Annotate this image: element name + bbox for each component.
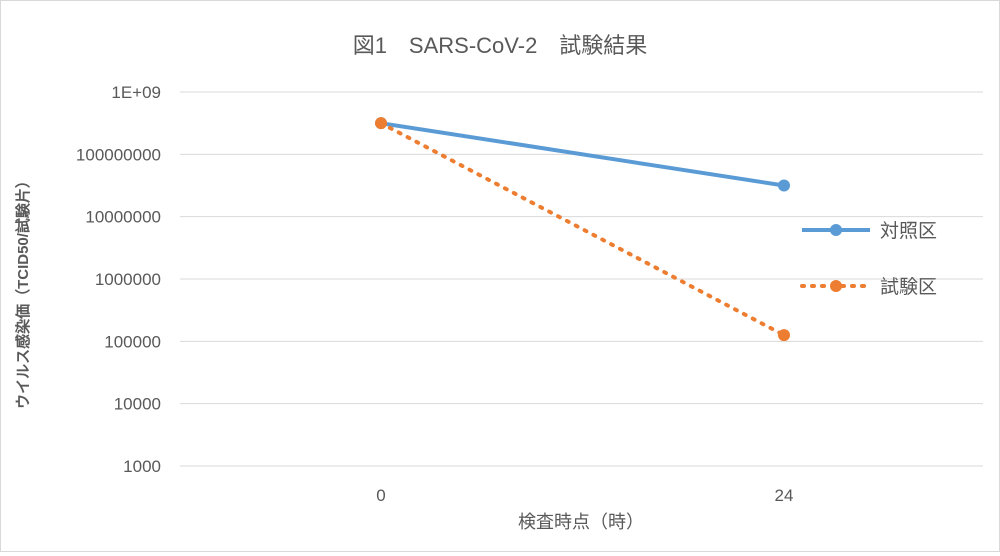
y-tick-label: 1000000	[95, 270, 161, 289]
chart-title: 図1 SARS-CoV-2 試験結果	[353, 33, 648, 58]
y-axis-title: ウイルス感染価（TCID50/試験片）	[14, 173, 32, 409]
data-point	[778, 329, 790, 342]
data-point	[375, 117, 387, 130]
series-line	[379, 121, 786, 338]
gridlines	[180, 91, 983, 467]
y-tick-label: 100000	[104, 332, 161, 351]
legend-swatch-marker	[830, 224, 842, 236]
y-tick-labels: 1000 10000 100000 1000000 10000000 100000000 1…	[76, 83, 161, 476]
legend-label: 対照区	[880, 220, 937, 242]
y-tick-label: 1000	[123, 457, 161, 476]
y-tick-label: 1E+09	[111, 83, 161, 102]
y-tick-label: 10000	[114, 395, 161, 414]
y-tick-label: 10000000	[85, 208, 161, 227]
series-line	[380, 121, 785, 188]
x-axis-title: 検査時点（時）	[518, 512, 644, 532]
series-group	[375, 117, 790, 342]
data-point	[778, 179, 790, 192]
legend-swatch-marker	[830, 280, 842, 292]
x-tick-labels: 0 24	[376, 486, 793, 505]
x-tick-label: 0	[376, 486, 385, 505]
x-tick-label: 24	[775, 486, 794, 505]
y-tick-label: 100000000	[76, 145, 161, 164]
legend-label: 試験区	[880, 276, 937, 298]
